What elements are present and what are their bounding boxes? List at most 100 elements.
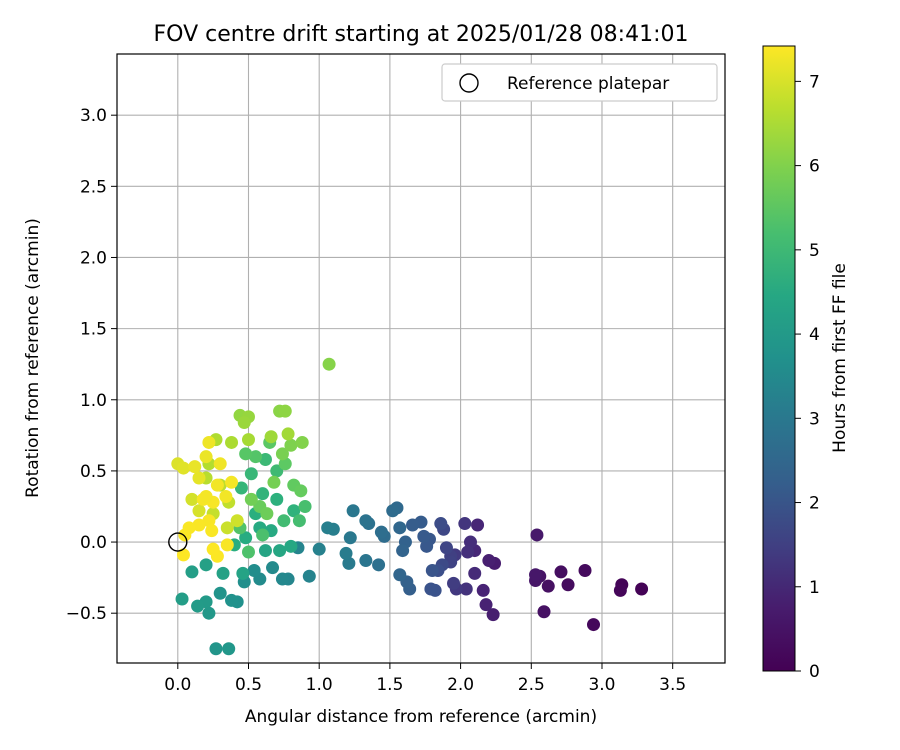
- legend: Reference platepar: [441, 63, 718, 102]
- colorbar-tick-label: 6: [809, 157, 820, 177]
- data-point: [275, 572, 289, 586]
- plot-frame: [116, 53, 726, 664]
- data-point: [234, 481, 248, 495]
- data-point: [420, 539, 434, 553]
- colorbar-tick-label: 3: [809, 409, 820, 429]
- data-point: [393, 568, 407, 582]
- data-point: [270, 464, 284, 478]
- data-point: [486, 608, 500, 622]
- data-point: [529, 568, 543, 582]
- data-point: [185, 492, 199, 506]
- data-point: [482, 554, 496, 568]
- data-point: [346, 504, 360, 518]
- data-point: [287, 504, 301, 518]
- data-point: [302, 569, 316, 583]
- data-point: [225, 475, 239, 489]
- data-point: [239, 447, 253, 461]
- gridlines: [117, 54, 725, 663]
- x-tick-label: 0.5: [235, 675, 262, 695]
- data-point: [258, 544, 272, 558]
- data-point: [417, 529, 431, 543]
- data-point: [213, 457, 227, 471]
- data-point: [225, 435, 239, 449]
- data-point: [222, 642, 236, 656]
- data-point: [425, 564, 439, 578]
- chart-title: FOV centre drift starting at 2025/01/28 …: [154, 22, 689, 47]
- data-point: [447, 576, 461, 590]
- data-point: [476, 583, 490, 597]
- data-point: [468, 566, 482, 580]
- data-point: [199, 558, 213, 572]
- x-tick-label: 0.0: [164, 675, 191, 695]
- colorbar-tick-label: 1: [809, 578, 820, 598]
- reference-platepar-marker: [168, 532, 188, 552]
- data-point: [178, 528, 192, 542]
- data-point: [298, 499, 312, 513]
- y-tick-label: 2.0: [80, 248, 107, 268]
- data-point: [374, 525, 388, 539]
- data-point: [537, 605, 551, 619]
- data-point: [372, 558, 386, 572]
- data-point: [220, 521, 234, 535]
- data-point: [209, 642, 223, 656]
- data-point: [554, 565, 568, 579]
- data-point: [202, 606, 216, 620]
- data-point: [230, 514, 244, 528]
- data-point: [406, 518, 420, 532]
- data-point: [219, 490, 233, 504]
- data-point: [256, 487, 270, 501]
- data-point: [220, 538, 234, 552]
- data-point: [260, 507, 274, 521]
- y-tick-label: 3.0: [80, 106, 107, 126]
- y-tick-label: 0.5: [80, 462, 107, 482]
- data-point: [281, 427, 295, 441]
- data-point: [424, 582, 438, 596]
- data-point: [561, 578, 575, 592]
- data-point: [284, 438, 298, 452]
- data-point: [578, 564, 592, 578]
- data-point: [434, 517, 448, 531]
- data-point: [284, 539, 298, 553]
- x-tick-label: 2.5: [518, 675, 545, 695]
- colorbar-tick-label: 4: [809, 325, 820, 345]
- data-point: [386, 504, 400, 518]
- y-axis: −0.5 0.0 0.5 1.0 1.5 2.0 2.5 3.0: [66, 106, 117, 624]
- data-point: [458, 517, 472, 531]
- data-point: [210, 478, 224, 492]
- data-point: [258, 453, 272, 467]
- data-point: [225, 593, 239, 607]
- data-point: [587, 618, 601, 632]
- data-point: [322, 357, 336, 371]
- colorbar: [762, 45, 796, 672]
- data-point: [343, 531, 357, 545]
- data-point: [459, 582, 473, 596]
- x-tick-label: 1.0: [306, 675, 333, 695]
- data-point: [266, 561, 280, 575]
- y-axis-label: Rotation from reference (arcmin): [23, 218, 43, 498]
- data-point: [292, 514, 306, 528]
- data-point: [321, 521, 335, 535]
- data-point: [199, 450, 213, 464]
- data-point: [270, 492, 284, 506]
- x-tick-label: 3.5: [659, 675, 686, 695]
- data-point: [241, 545, 255, 559]
- data-point: [247, 564, 261, 578]
- data-point: [461, 545, 475, 559]
- data-point: [244, 467, 258, 481]
- legend-label: Reference platepar: [507, 74, 669, 94]
- data-point: [295, 435, 309, 449]
- data-point: [278, 404, 292, 418]
- x-axis-label: Angular distance from reference (arcmin): [245, 707, 597, 727]
- x-tick-label: 2.0: [447, 675, 474, 695]
- data-point: [359, 554, 373, 568]
- x-tick-label: 1.5: [376, 675, 403, 695]
- legend-box: [441, 63, 718, 102]
- data-point: [191, 599, 205, 613]
- data-point: [396, 544, 410, 558]
- data-point: [185, 565, 199, 579]
- data-point: [264, 430, 278, 444]
- data-point: [192, 471, 206, 485]
- data-point: [463, 535, 477, 549]
- data-point: [192, 518, 206, 532]
- data-point: [339, 546, 353, 560]
